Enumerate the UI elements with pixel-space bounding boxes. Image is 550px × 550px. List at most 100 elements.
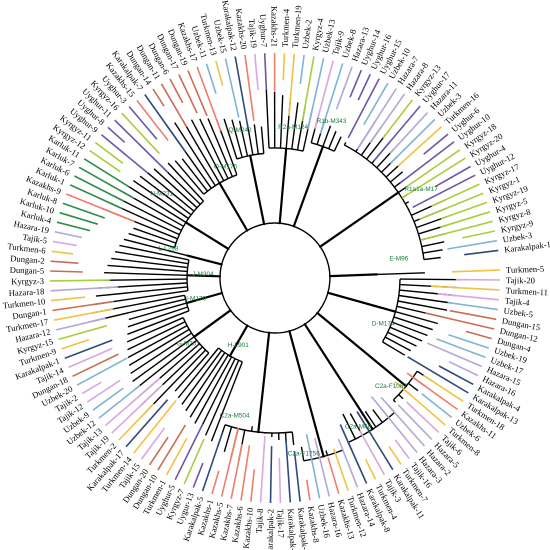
leaf-label: Tajik-19 — [247, 19, 260, 49]
clade-trunk — [316, 311, 408, 388]
tip-branch — [56, 221, 91, 232]
tip-branch — [420, 220, 493, 241]
tip-branch — [380, 396, 426, 447]
clade-trunk — [186, 254, 223, 266]
inner-branch — [127, 306, 188, 328]
tip-branch — [107, 126, 126, 143]
tip-branch — [136, 99, 169, 141]
leaf-label: Dungan-2 — [10, 253, 45, 266]
tip-branch — [118, 403, 155, 441]
clade-label: Q-M242 — [229, 127, 253, 134]
inner-branch — [90, 298, 186, 323]
leaf-label: Uzbek-2 — [300, 19, 314, 50]
tip-branch — [282, 53, 286, 81]
clade-trunk — [326, 291, 397, 313]
inner-branch — [404, 201, 410, 205]
leaf-label: Turkmen-10 — [2, 296, 45, 310]
tip-branch — [165, 438, 188, 476]
inner-branch — [376, 272, 425, 276]
clade-label: O-M175 — [214, 164, 238, 171]
inner-branch — [113, 195, 182, 232]
tip-branch — [196, 66, 222, 132]
inner-branch — [114, 251, 189, 265]
tip-branch — [230, 443, 243, 499]
tip-branch — [465, 330, 492, 340]
tip-branch — [83, 158, 130, 188]
inner-branch — [231, 119, 243, 158]
tip-branch — [422, 374, 464, 402]
tip-branch — [50, 286, 119, 292]
inner-branch — [260, 126, 265, 154]
clade-trunk — [278, 147, 288, 225]
inner-branch — [391, 321, 428, 337]
tip-branch — [305, 479, 311, 501]
clade-label: R2a-M124 — [278, 124, 308, 131]
tip-branch — [68, 347, 113, 369]
tip-branch — [337, 438, 359, 488]
inner-branch — [185, 352, 226, 412]
tip-branch — [389, 112, 429, 154]
tip-branch — [449, 309, 497, 321]
tip-branch — [339, 424, 368, 484]
inner-branch — [128, 232, 175, 249]
inner-branch — [153, 168, 198, 209]
clade-label: D-M174 — [372, 320, 395, 327]
inner-branch — [265, 89, 270, 149]
clade-trunk — [288, 330, 325, 458]
tip-branch — [259, 436, 266, 503]
tip-branch — [425, 312, 495, 330]
clade-trunk — [292, 145, 324, 228]
tip-branch — [419, 192, 484, 220]
inner-branch — [132, 336, 195, 382]
tip-branch — [356, 410, 394, 471]
tip-branch — [314, 60, 334, 130]
tip-branch — [406, 401, 440, 433]
leaf-label: Kazakhs-21 — [269, 6, 279, 47]
tip-branch — [121, 112, 160, 155]
tip-branch — [192, 462, 204, 488]
leaf-label: Karakalpak-6 — [296, 507, 311, 550]
tip-branch — [397, 126, 443, 167]
tip-branch — [98, 384, 141, 419]
tip-branch — [114, 119, 169, 174]
tip-branch — [104, 377, 161, 427]
tip-branch — [72, 353, 119, 378]
clade-label: C2a-M48 — [345, 424, 372, 431]
inner-branch — [397, 186, 407, 194]
tip-branch — [293, 451, 301, 502]
tip-branch — [364, 458, 377, 480]
leaf-label: Uzbek-3 — [502, 230, 533, 245]
clade-trunk — [185, 274, 222, 278]
inner-branch — [181, 349, 223, 405]
tip-branch — [335, 66, 353, 110]
inner-branch — [143, 349, 207, 414]
inner-branch — [100, 278, 188, 281]
leaf-label: Turkmen-6 — [7, 241, 47, 256]
tip-branch — [244, 54, 255, 122]
inner-branch — [343, 142, 347, 146]
clade-label: J-M304 — [192, 271, 214, 278]
tip-branch — [426, 342, 483, 368]
tip-branch — [224, 58, 240, 118]
inner-branch — [382, 341, 406, 356]
clade-trunk — [328, 273, 378, 278]
tip-branch — [81, 381, 102, 395]
inner-branch — [397, 300, 448, 311]
tip-branch — [448, 334, 490, 349]
tip-branch — [250, 469, 256, 502]
tip-branch — [389, 118, 436, 164]
inner-branch — [190, 119, 225, 182]
inner-branch — [408, 208, 410, 211]
tip-branch — [94, 141, 124, 164]
clade-trunk — [184, 221, 230, 250]
tip-branch — [401, 157, 466, 199]
inner-branch — [174, 352, 210, 392]
tip-branch — [111, 384, 164, 434]
tip-branch — [66, 193, 135, 223]
tip-branch — [407, 356, 469, 394]
inner-branch — [238, 120, 249, 157]
tip-branch — [332, 448, 349, 492]
inner-branch — [182, 120, 221, 184]
